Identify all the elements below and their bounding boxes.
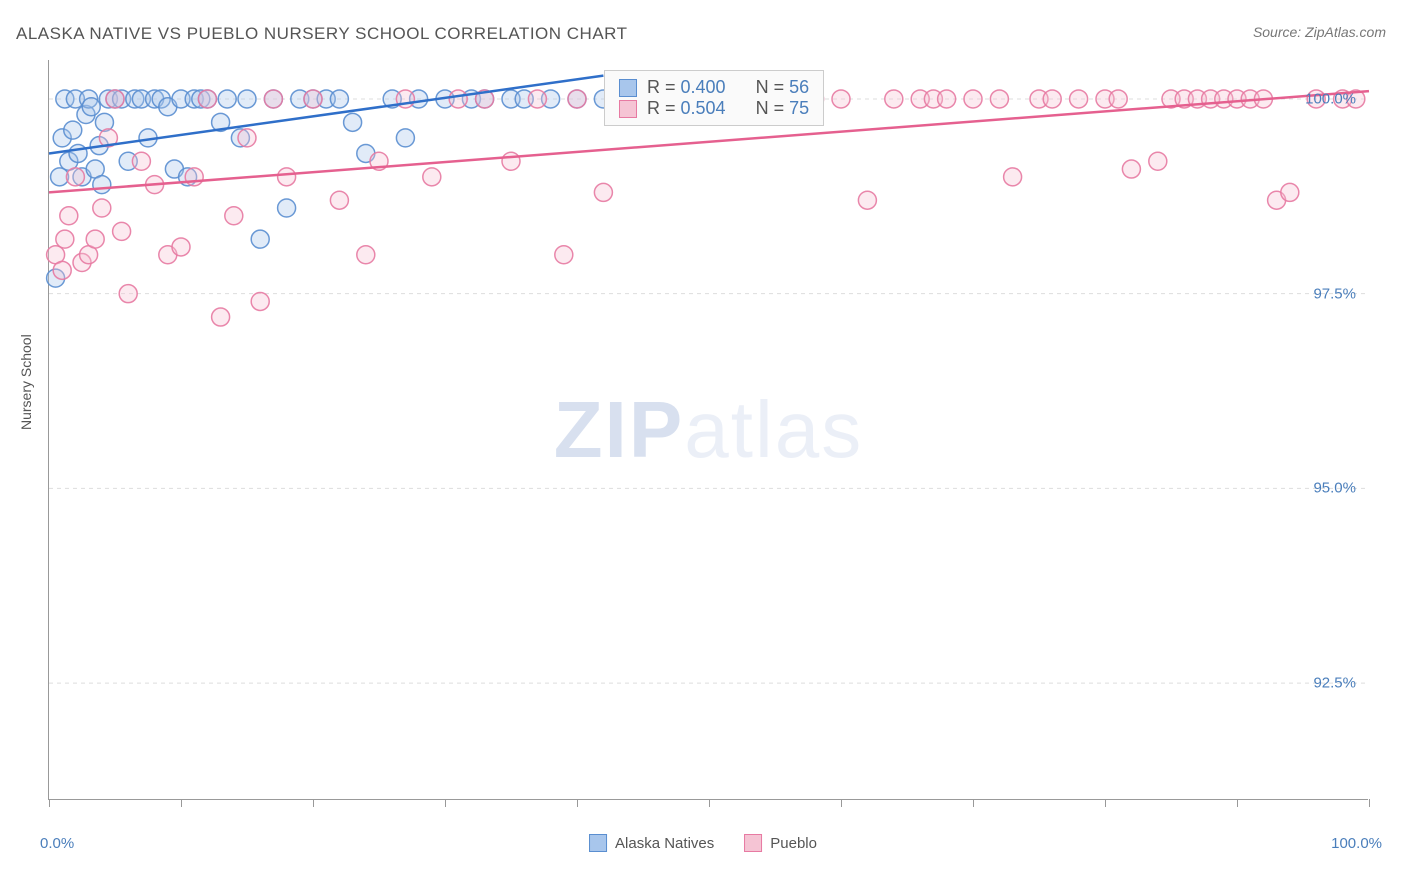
legend-swatch-0: [589, 834, 607, 852]
stat-swatch-0: [619, 79, 637, 97]
y-axis-label: Nursery School: [18, 334, 34, 430]
stat-row-0: R = 0.400 N = 56: [619, 77, 809, 98]
x-max-label: 100.0%: [1331, 835, 1382, 852]
plot-area: ZIPatlas R = 0.400 N = 56 R = 0.504 N = …: [48, 60, 1368, 800]
x-tick: [841, 799, 842, 807]
x-min-label: 0.0%: [40, 835, 74, 852]
x-tick: [445, 799, 446, 807]
chart-title: ALASKA NATIVE VS PUEBLO NURSERY SCHOOL C…: [16, 24, 628, 44]
legend-label-0: Alaska Natives: [615, 835, 714, 852]
y-tick-label: 92.5%: [1313, 675, 1356, 692]
stat-row-1: R = 0.504 N = 75: [619, 98, 809, 119]
legend-item-0: Alaska Natives: [589, 834, 714, 852]
x-tick: [1369, 799, 1370, 807]
stat-r-label-0: R = 0.400: [647, 77, 726, 98]
y-tick-label: 95.0%: [1313, 480, 1356, 497]
x-tick: [709, 799, 710, 807]
x-tick: [1105, 799, 1106, 807]
x-tick: [577, 799, 578, 807]
x-tick: [181, 799, 182, 807]
stat-swatch-1: [619, 100, 637, 118]
legend-item-1: Pueblo: [744, 834, 817, 852]
x-tick: [313, 799, 314, 807]
x-tick: [49, 799, 50, 807]
legend-swatch-1: [744, 834, 762, 852]
stat-n-label-0: N = 56: [756, 77, 810, 98]
source-label: Source: ZipAtlas.com: [1253, 24, 1386, 40]
y-tick-label: 100.0%: [1305, 90, 1356, 107]
stat-n-label-1: N = 75: [756, 98, 810, 119]
legend-label-1: Pueblo: [770, 835, 817, 852]
bottom-legend: Alaska Natives Pueblo: [589, 834, 817, 852]
x-tick: [973, 799, 974, 807]
stat-r-label-1: R = 0.504: [647, 98, 726, 119]
chart-svg: [49, 60, 1368, 799]
y-tick-label: 97.5%: [1313, 285, 1356, 302]
stat-box: R = 0.400 N = 56 R = 0.504 N = 75: [604, 70, 824, 126]
x-tick: [1237, 799, 1238, 807]
